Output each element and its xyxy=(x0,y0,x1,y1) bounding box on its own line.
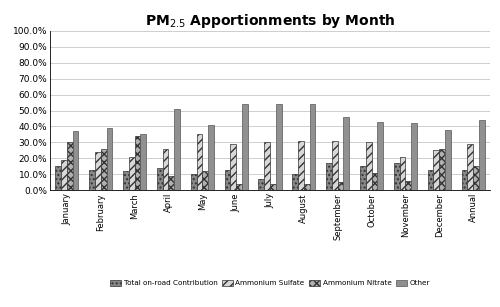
Bar xyxy=(462,169,468,190)
Bar xyxy=(196,134,202,190)
Bar xyxy=(406,181,411,190)
Bar xyxy=(157,168,162,190)
Bar xyxy=(360,166,366,190)
Bar xyxy=(332,141,338,190)
Bar xyxy=(439,149,445,190)
Bar xyxy=(230,144,236,190)
Bar xyxy=(372,173,378,190)
Bar xyxy=(270,184,276,190)
Bar xyxy=(224,169,230,190)
Bar xyxy=(90,169,95,190)
Bar xyxy=(134,136,140,190)
Bar xyxy=(276,104,281,190)
Bar xyxy=(129,157,134,190)
Bar xyxy=(61,160,67,190)
Bar xyxy=(67,142,72,190)
Bar xyxy=(428,169,434,190)
Bar xyxy=(56,166,61,190)
Bar xyxy=(258,179,264,190)
Bar xyxy=(445,130,450,190)
Bar xyxy=(174,109,180,190)
Bar xyxy=(310,104,316,190)
Bar xyxy=(123,171,129,190)
Bar xyxy=(202,171,208,190)
Bar xyxy=(292,174,298,190)
Bar xyxy=(468,144,473,190)
Bar xyxy=(326,163,332,190)
Bar xyxy=(168,176,174,190)
Bar xyxy=(366,142,372,190)
Bar xyxy=(411,123,417,190)
Bar xyxy=(378,122,383,190)
Bar xyxy=(72,131,78,190)
Legend: Total on-road Contribution, Ammonium Sulfate, Ammonium Nitrate, Other: Total on-road Contribution, Ammonium Sul… xyxy=(107,277,433,289)
Bar xyxy=(434,150,439,190)
Bar xyxy=(208,125,214,190)
Bar xyxy=(400,157,406,190)
Bar xyxy=(140,134,146,190)
Bar xyxy=(191,174,196,190)
Bar xyxy=(479,120,484,190)
Bar xyxy=(298,141,304,190)
Bar xyxy=(338,182,344,190)
Bar xyxy=(101,149,106,190)
Bar xyxy=(106,128,112,190)
Title: PM$_{2.5}$ Apportionments by Month: PM$_{2.5}$ Apportionments by Month xyxy=(145,12,395,30)
Bar xyxy=(304,184,310,190)
Bar xyxy=(95,152,101,190)
Bar xyxy=(162,149,168,190)
Bar xyxy=(473,166,479,190)
Bar xyxy=(242,104,248,190)
Bar xyxy=(344,117,349,190)
Bar xyxy=(264,142,270,190)
Bar xyxy=(236,184,242,190)
Bar xyxy=(394,163,400,190)
